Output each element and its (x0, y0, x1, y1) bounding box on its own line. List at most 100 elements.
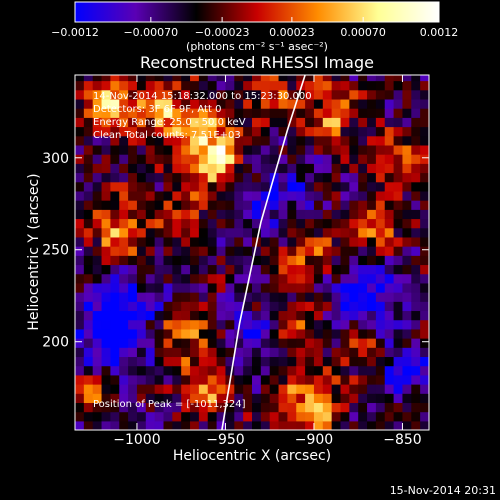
heatmap-cell (260, 301, 271, 312)
heatmap-cell (128, 338, 138, 348)
heatmap-cell (75, 200, 85, 210)
heatmap-cell (198, 108, 209, 118)
heatmap-cell (393, 236, 404, 247)
heatmap-cell (163, 292, 173, 302)
heatmap-cell (287, 356, 297, 367)
heatmap-cell (163, 347, 173, 358)
heatmap-cell (101, 126, 111, 137)
heatmap-cell (101, 374, 111, 385)
heatmap-cell (252, 319, 262, 330)
heatmap-cell (375, 144, 386, 155)
heatmap-cell (340, 420, 350, 430)
heatmap-cell (110, 89, 120, 100)
heatmap-cell (110, 227, 120, 238)
heatmap-cell (243, 347, 253, 358)
heatmap-cell (154, 80, 165, 91)
heatmap-cell (367, 89, 377, 100)
heatmap-cell (181, 181, 191, 192)
heatmap-cell (243, 89, 253, 100)
heatmap-cell (384, 273, 395, 284)
heatmap-cell (75, 218, 85, 229)
heatmap-cell (119, 319, 129, 330)
heatmap-cell (367, 301, 377, 312)
heatmap-cell (420, 163, 429, 174)
heatmap-cell (119, 347, 129, 358)
heatmap-cell (322, 384, 333, 394)
heatmap-cell (163, 420, 173, 430)
heatmap-cell (331, 393, 342, 404)
heatmap-cell (216, 328, 227, 339)
heatmap-cell (313, 301, 324, 312)
heatmap-cell (349, 246, 359, 256)
heatmap-cell (278, 420, 288, 430)
heatmap-cell (216, 264, 227, 275)
heatmap-cell (260, 181, 271, 192)
heatmap-cell (296, 190, 306, 201)
heatmap-cell (83, 384, 94, 394)
heatmap-cell (367, 154, 377, 164)
heatmap-cell (278, 255, 288, 266)
heatmap-cell (420, 154, 429, 164)
heatmap-cell (234, 98, 244, 109)
heatmap-cell (83, 236, 94, 247)
heatmap-cell (420, 402, 429, 413)
heatmap-cell (225, 347, 235, 358)
heatmap-cell (349, 347, 359, 358)
heatmap-cell (393, 98, 404, 109)
heatmap-cell (358, 273, 368, 284)
heatmap-cell (234, 338, 244, 348)
heatmap-cell (340, 80, 350, 91)
heatmap-cell (198, 75, 209, 82)
heatmap-cell (101, 200, 111, 210)
heatmap-cell (172, 411, 182, 422)
heatmap-cell (384, 393, 395, 404)
heatmap-cell (83, 154, 94, 164)
heatmap-cell (375, 292, 386, 302)
heatmap-cell (243, 209, 253, 220)
heatmap-cell (260, 144, 271, 155)
annotation-line: Detectors: 3F 6F 9F, Att 0 (93, 104, 221, 115)
heatmap-cell (393, 181, 404, 192)
heatmap-cell (384, 80, 395, 91)
heatmap-cell (375, 218, 386, 229)
heatmap-cell (278, 374, 288, 385)
heatmap-cell (278, 338, 288, 348)
heatmap-cell (322, 135, 333, 146)
heatmap-cell (393, 218, 404, 229)
heatmap-cell (110, 420, 120, 430)
heatmap-cell (340, 374, 350, 385)
heatmap-cell (296, 365, 306, 376)
heatmap-cell (234, 227, 244, 238)
heatmap-cell (384, 236, 395, 247)
heatmap-cell (349, 135, 359, 146)
heatmap-cell (75, 108, 85, 118)
heatmap-cell (296, 144, 306, 155)
heatmap-cell (420, 89, 429, 100)
heatmap-cell (384, 301, 395, 312)
heatmap-cell (216, 75, 227, 82)
heatmap-cell (269, 98, 280, 109)
heatmap-cell (198, 181, 209, 192)
heatmap-cell (252, 218, 262, 229)
heatmap-cell (269, 347, 280, 358)
heatmap-cell (375, 255, 386, 266)
heatmap-cell (331, 172, 342, 183)
heatmap-cell (322, 163, 333, 174)
heatmap-cell (198, 172, 209, 183)
heatmap-cell (110, 144, 120, 155)
heatmap-cell (375, 411, 386, 422)
heatmap-cell (411, 144, 421, 155)
heatmap-cell (181, 264, 191, 275)
heatmap-cell (278, 365, 288, 376)
heatmap-cell (128, 117, 138, 128)
heatmap-cell (420, 255, 429, 266)
heatmap-cell (225, 154, 235, 164)
heatmap-cell (225, 209, 235, 220)
heatmap-cell (145, 282, 156, 293)
heatmap-cell (420, 190, 429, 201)
heatmap-cell (172, 135, 182, 146)
heatmap-cell (207, 273, 218, 284)
heatmap-cell (119, 236, 129, 247)
heatmap-cell (402, 108, 412, 118)
heatmap-cell (340, 89, 350, 100)
